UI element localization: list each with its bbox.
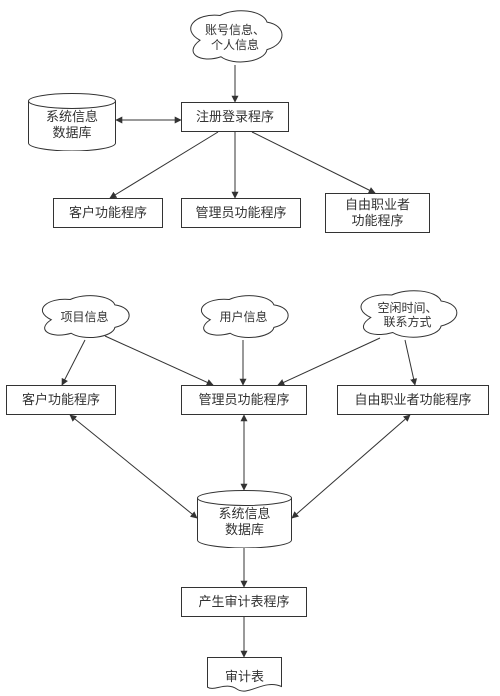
edge-11 [70, 415, 197, 518]
flowchart-canvas: 账号信息、个人信息 系统信息数据库注册登录程序客户功能程序管理员功能程序自由职业… [0, 0, 500, 696]
node-label: 自由职业者功能程序 [325, 193, 430, 233]
node-label: 管理员功能程序 [181, 198, 301, 228]
node-label: 注册登录程序 [181, 102, 289, 132]
node-label: 管理员功能程序 [181, 385, 307, 415]
node-n15: 审计表 [207, 657, 282, 693]
edge-9 [278, 338, 380, 385]
node-label: 空闲时间、联系方式 [377, 301, 437, 330]
node-label: 项目信息 [60, 310, 108, 324]
node-n8: 用户信息 [196, 295, 291, 340]
edge-5 [62, 340, 85, 385]
edge-4 [252, 132, 375, 193]
node-label: 系统信息数据库 [218, 500, 270, 537]
node-label: 用户信息 [219, 310, 267, 324]
node-label: 自由职业者功能程序 [337, 385, 489, 415]
node-label: 产生审计表程序 [181, 587, 307, 617]
node-n9: 空闲时间、联系方式 [355, 290, 460, 340]
edge-6 [105, 336, 213, 385]
node-label: 客户功能程序 [53, 198, 163, 228]
node-label: 客户功能程序 [6, 385, 116, 415]
node-n1: 账号信息、个人信息 [185, 10, 285, 65]
node-label: 系统信息数据库 [46, 103, 98, 140]
edge-12 [292, 415, 410, 518]
node-n13: 系统信息数据库 [197, 490, 292, 548]
node-n2: 系统信息数据库 [28, 93, 116, 151]
node-label: 审计表 [225, 666, 264, 685]
node-label: 账号信息、个人信息 [205, 23, 265, 52]
edge-8 [405, 340, 415, 385]
edge-3 [110, 132, 218, 198]
node-n7: 项目信息 [37, 295, 132, 340]
